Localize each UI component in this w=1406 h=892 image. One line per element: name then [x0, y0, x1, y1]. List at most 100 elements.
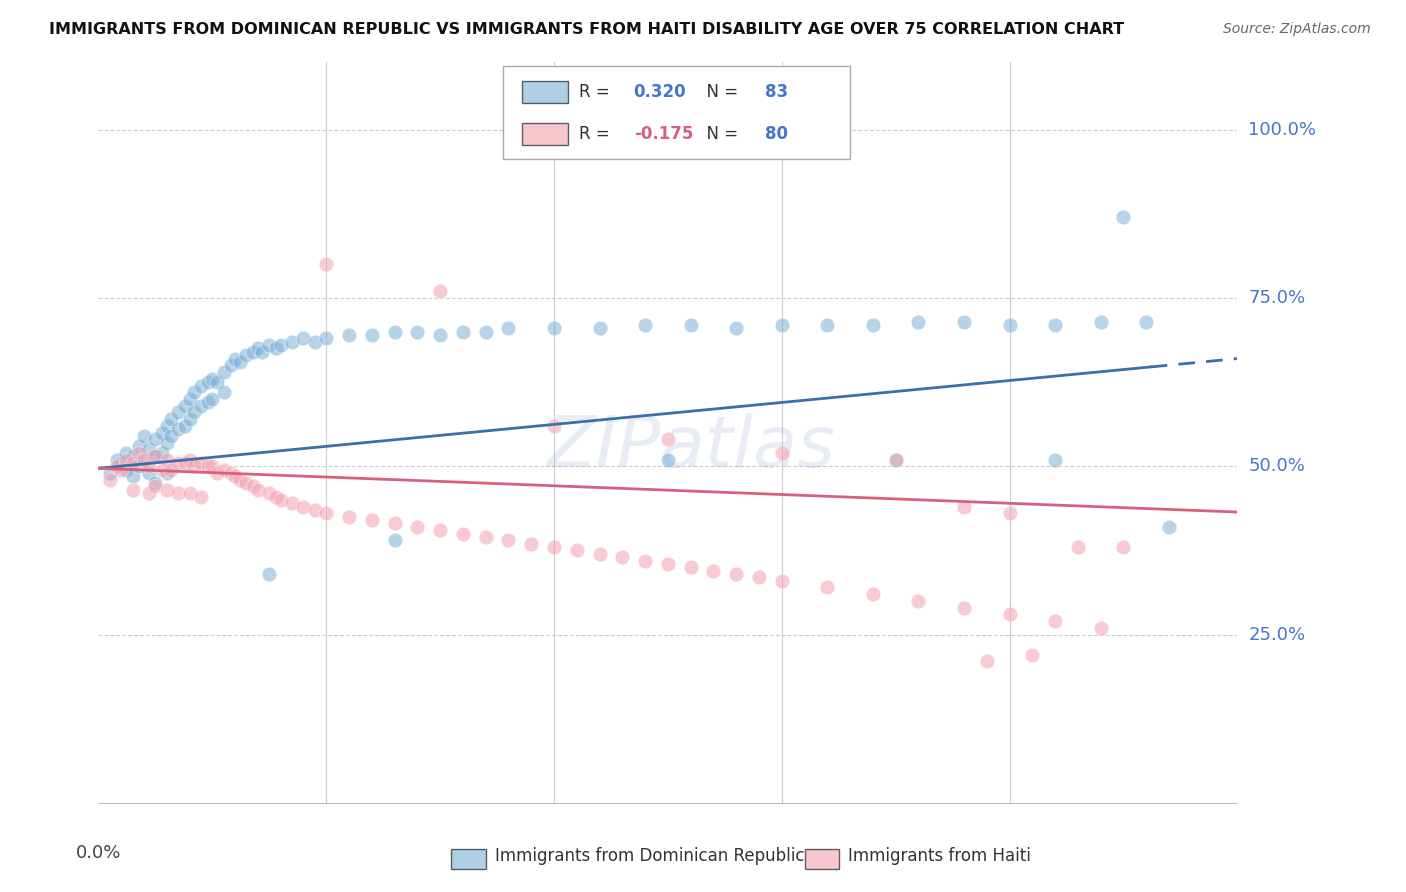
Point [190, 490, 212, 504]
Point [1157, 520, 1180, 534]
Point [197, 375, 219, 389]
Point [138, 459, 160, 474]
Point [1090, 621, 1112, 635]
Point [588, 547, 610, 561]
Point [259, 338, 281, 352]
Point [315, 257, 337, 271]
Point [242, 344, 264, 359]
Point [679, 318, 702, 332]
Text: 75.0%: 75.0% [1249, 289, 1306, 307]
Point [114, 452, 136, 467]
Point [167, 422, 190, 436]
Point [337, 509, 360, 524]
Point [145, 479, 167, 493]
Point [770, 446, 793, 460]
Point [292, 500, 315, 514]
Text: R =: R = [579, 125, 614, 144]
FancyBboxPatch shape [522, 81, 568, 103]
Point [953, 315, 976, 329]
Point [770, 574, 793, 588]
Point [121, 469, 143, 483]
Point [145, 449, 167, 463]
Point [612, 550, 634, 565]
Text: 50.0%: 50.0% [1249, 458, 1305, 475]
Point [815, 318, 838, 332]
Point [205, 466, 228, 480]
Point [156, 483, 179, 497]
Point [1112, 211, 1135, 225]
Point [212, 385, 235, 400]
Point [201, 459, 224, 474]
Point [219, 359, 242, 373]
Point [174, 418, 197, 433]
Point [998, 318, 1021, 332]
Point [150, 425, 173, 440]
Point [815, 581, 838, 595]
Point [179, 452, 201, 467]
Point [337, 328, 360, 343]
Point [138, 466, 160, 480]
Point [121, 449, 143, 463]
Point [132, 452, 155, 467]
Point [1135, 315, 1157, 329]
Point [179, 392, 201, 406]
Point [145, 476, 167, 491]
Point [953, 600, 976, 615]
Point [657, 433, 679, 447]
Point [145, 449, 167, 463]
Point [150, 446, 173, 460]
Point [105, 452, 128, 467]
Point [160, 429, 183, 443]
Point [212, 365, 235, 379]
Point [657, 452, 679, 467]
Point [498, 533, 520, 548]
Point [128, 459, 150, 474]
Text: 83: 83 [765, 83, 787, 101]
Text: 100.0%: 100.0% [1249, 120, 1316, 139]
Point [315, 507, 337, 521]
Point [98, 466, 121, 480]
Point [270, 338, 292, 352]
Point [156, 435, 179, 450]
Point [907, 594, 929, 608]
Point [281, 334, 304, 349]
Point [360, 328, 382, 343]
Point [105, 459, 128, 474]
Point [474, 325, 496, 339]
Point [190, 378, 212, 392]
Text: N =: N = [696, 83, 744, 101]
Point [498, 321, 520, 335]
Point [219, 466, 242, 480]
Text: 0.0%: 0.0% [76, 844, 121, 862]
Point [1043, 318, 1066, 332]
Point [315, 331, 337, 345]
Point [138, 442, 160, 457]
Point [770, 318, 793, 332]
Point [634, 318, 657, 332]
Point [179, 412, 201, 426]
Point [114, 462, 136, 476]
Point [565, 543, 588, 558]
Text: R =: R = [579, 83, 614, 101]
Point [998, 507, 1021, 521]
Point [132, 452, 155, 467]
Point [429, 328, 451, 343]
Point [953, 500, 976, 514]
Point [183, 459, 205, 474]
Point [1043, 614, 1066, 628]
Point [179, 486, 201, 500]
Point [224, 469, 246, 483]
Point [98, 473, 121, 487]
Point [167, 405, 190, 419]
Point [304, 503, 326, 517]
Point [138, 486, 160, 500]
Text: ZIPatlas: ZIPatlas [546, 413, 835, 482]
Point [228, 473, 250, 487]
Point [160, 412, 183, 426]
Point [167, 486, 190, 500]
Point [281, 496, 304, 510]
Point [156, 452, 179, 467]
Point [160, 462, 183, 476]
Point [235, 476, 257, 491]
Point [228, 355, 250, 369]
